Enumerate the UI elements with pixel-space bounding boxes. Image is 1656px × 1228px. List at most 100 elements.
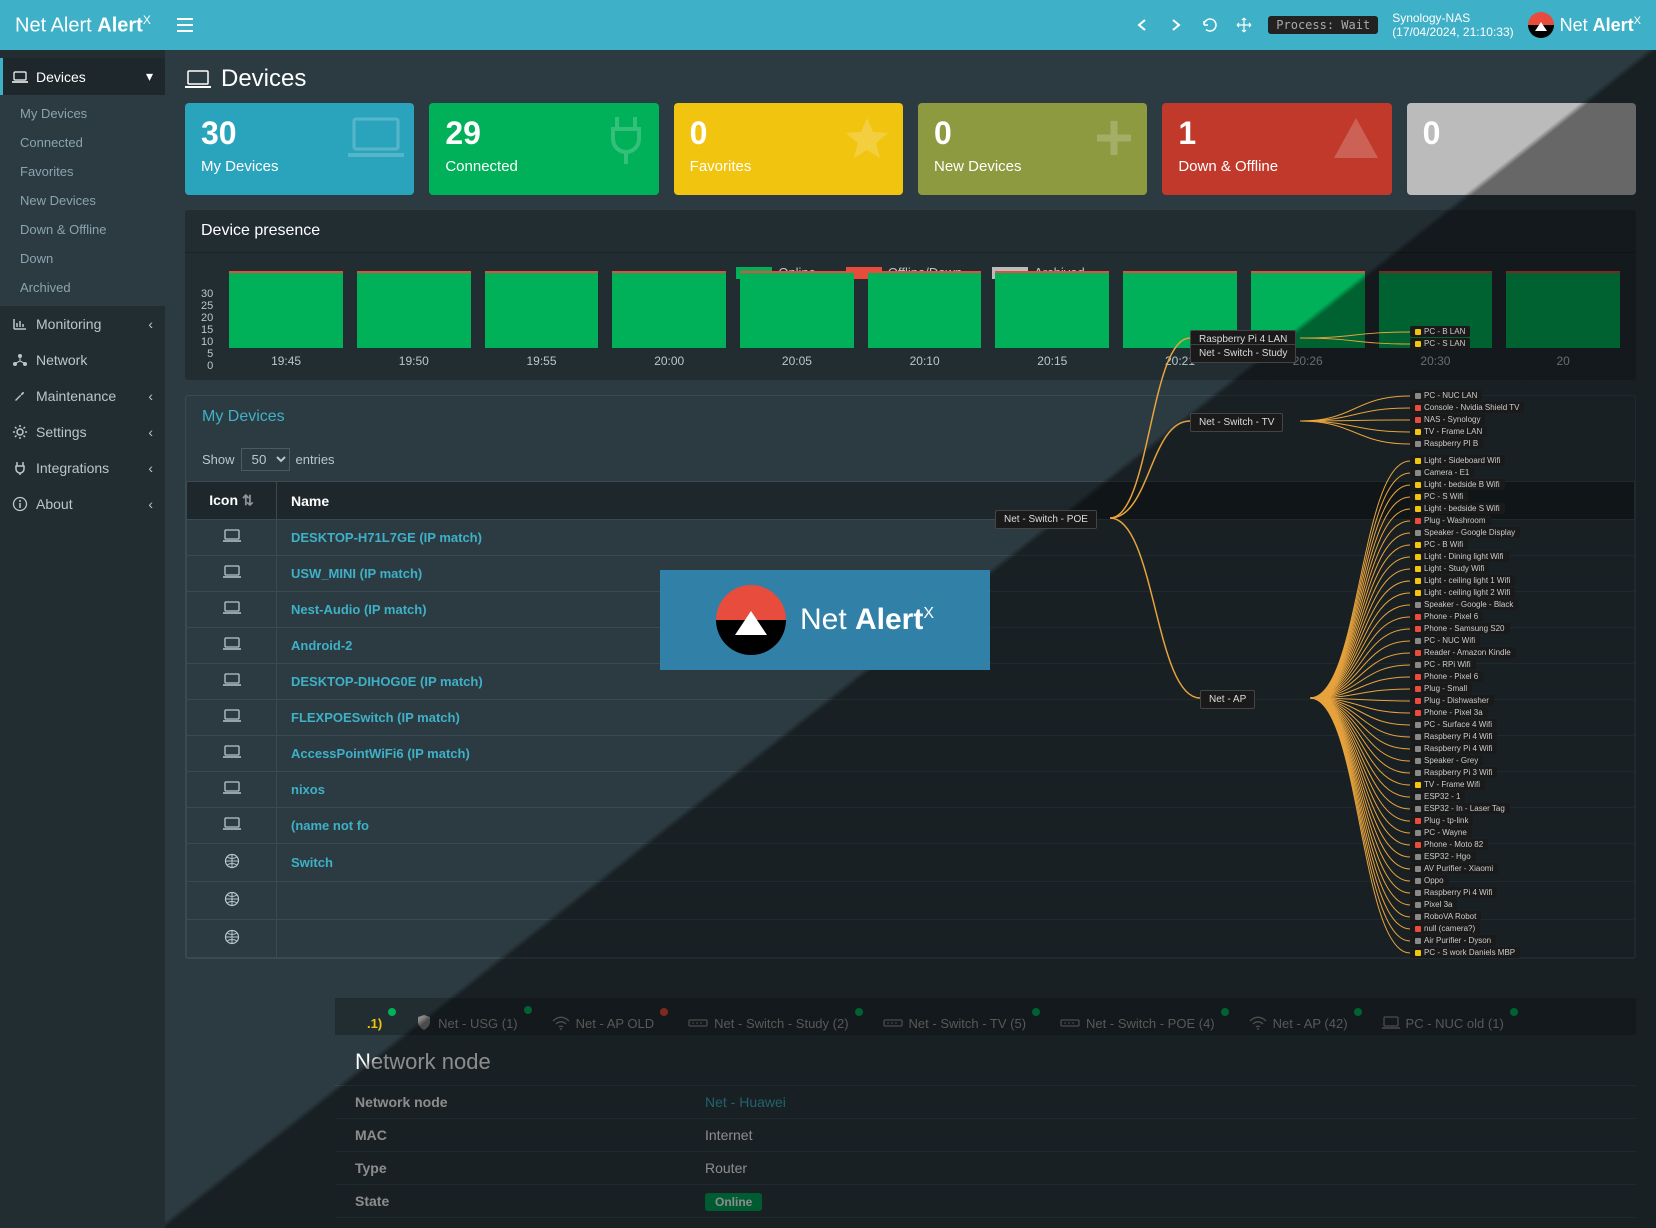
sidebar-item-label: Integrations [36,460,109,476]
chevron-left-icon: ‹ [148,424,153,440]
table-row[interactable]: DESKTOP-H71L7GE (IP match) [187,520,1635,556]
tab-corner[interactable]: .1) [355,1010,394,1037]
stat-box-5[interactable]: 0 [1407,103,1636,195]
row-name[interactable] [277,920,1635,958]
col-icon[interactable]: Icon⇅ [187,482,277,520]
node-key: State [335,1185,685,1218]
logo-icon [1528,12,1554,38]
col-name[interactable]: Name [277,482,1635,520]
row-icon [187,808,277,844]
row-icon [187,700,277,736]
sidebar-item-label: Maintenance [36,388,116,404]
node-key: Network node [335,1086,685,1119]
sidebar-item-maintenance[interactable]: Maintenance ‹ [0,378,165,414]
row-name[interactable]: AccessPointWiFi6 (IP match) [277,736,1635,772]
sidebar-sub-mydevices[interactable]: My Devices [0,99,165,128]
chevron-left-icon: ‹ [148,316,153,332]
sidebar-item-label: About [36,496,73,512]
tab[interactable]: Net - AP OLD [540,1010,667,1037]
nav-back-icon[interactable] [1132,15,1152,35]
sidebar-sub-archived[interactable]: Archived [0,273,165,302]
stat-box-0[interactable]: 30 My Devices [185,103,414,195]
stat-box-4[interactable]: 1 Down & Offline [1162,103,1391,195]
stat-box-3[interactable]: 0 New Devices [918,103,1147,195]
table-row[interactable] [187,882,1635,920]
devices-table: Icon⇅ Name DESKTOP-H71L7GE (IP match) US… [186,481,1635,958]
chart-bar: 19:55 [485,268,599,368]
sidebar-sub-favorites[interactable]: Favorites [0,157,165,186]
tab[interactable]: Net - USG (1) [404,1008,529,1038]
move-icon[interactable] [1234,15,1254,35]
sidebar-sub-downoffline[interactable]: Down & Offline [0,215,165,244]
network-node-panel: Network node Network node Net - Huawei MAC… [335,1035,1636,1228]
hamburger-icon[interactable] [165,0,205,50]
row-name[interactable]: nixos [277,772,1635,808]
node-val: Net - Huawei [685,1086,1636,1119]
sidebar-item-network[interactable]: Network [0,342,165,378]
sidebar-item-about[interactable]: About ‹ [0,486,165,522]
tab[interactable]: Net - AP (42) [1237,1010,1360,1037]
chart-bar: 20:15 [995,268,1109,368]
table-row[interactable]: AccessPointWiFi6 (IP match) [187,736,1635,772]
chart-bar: 20:30 [1379,268,1493,368]
table-row[interactable] [187,920,1635,958]
nav-forward-icon[interactable] [1166,15,1186,35]
page-size-select[interactable]: 50 [241,448,290,471]
row-name[interactable]: Switch [277,844,1635,882]
sidebar-item-devices[interactable]: Devices ▾ [0,58,165,95]
stat-bg-icon [1089,113,1139,166]
stat-bg-icon [1329,113,1384,166]
tab[interactable]: Net - Switch - POE (4) [1048,1010,1227,1037]
chart-bar: 19:45 [229,268,343,368]
row-icon [187,592,277,628]
node-val: Internet [685,1119,1636,1152]
stat-box-1[interactable]: 29 Connected [429,103,658,195]
stat-bg-icon [346,113,406,166]
sidebar-item-label: Monitoring [36,316,101,332]
brand-right: Net AlertX [1528,12,1641,38]
sort-icon: ⇅ [242,492,254,508]
table-row[interactable]: nixos [187,772,1635,808]
topbar: Net Alert AlertX Process: Wait Synology-… [0,0,1656,50]
host-info: Synology-NAS (17/04/2024, 21:10:33) [1392,11,1513,40]
sidebar-item-integrations[interactable]: Integrations ‹ [0,450,165,486]
refresh-icon[interactable] [1200,15,1220,35]
chart-bar: 20 [1506,268,1620,368]
presence-panel: Device presence OnlineOffline/DownArchiv… [185,210,1636,380]
chart-yaxis: 302520151050 [201,288,219,368]
row-name[interactable]: (name not fo [277,808,1635,844]
chart-icon [12,317,28,331]
row-name[interactable]: DESKTOP-H71L7GE (IP match) [277,520,1635,556]
row-icon [187,772,277,808]
node-link[interactable]: Net - Huawei [705,1094,786,1110]
node-row: MACInternet [335,1119,1636,1152]
chart-bar: 20:05 [740,268,854,368]
node-row: StateOnline [335,1185,1636,1218]
table-row[interactable]: FLEXPOESwitch (IP match) [187,700,1635,736]
row-icon [187,882,277,920]
info-icon [12,496,28,512]
network-node-title: Network node [335,1035,1636,1086]
chart-bar: 20:21 [1123,268,1237,368]
table-row[interactable]: Switch [187,844,1635,882]
sidebar-sub-newdevices[interactable]: New Devices [0,186,165,215]
logo-icon [716,585,786,655]
node-val: Online [685,1185,1636,1218]
sidebar-devices-submenu: My Devices Connected Favorites New Devic… [0,95,165,306]
tab[interactable]: Net - Switch - TV (5) [871,1010,1039,1037]
brand-logo: Net Alert AlertX [0,13,165,38]
row-name[interactable]: FLEXPOESwitch (IP match) [277,700,1635,736]
sidebar-sub-connected[interactable]: Connected [0,128,165,157]
table-row[interactable]: (name not fo [187,808,1635,844]
sidebar-item-label: Settings [36,424,87,440]
node-key: Type [335,1152,685,1185]
stat-bg-icon [601,113,651,171]
node-val: Router [685,1152,1636,1185]
tab[interactable]: Net - Switch - Study (2) [676,1010,860,1037]
stat-box-2[interactable]: 0 Favorites [674,103,903,195]
sidebar-item-monitoring[interactable]: Monitoring ‹ [0,306,165,342]
sidebar-item-settings[interactable]: Settings ‹ [0,414,165,450]
tab[interactable]: PC - NUC old (1) [1370,1010,1516,1037]
sidebar-sub-down[interactable]: Down [0,244,165,273]
row-name[interactable] [277,882,1635,920]
